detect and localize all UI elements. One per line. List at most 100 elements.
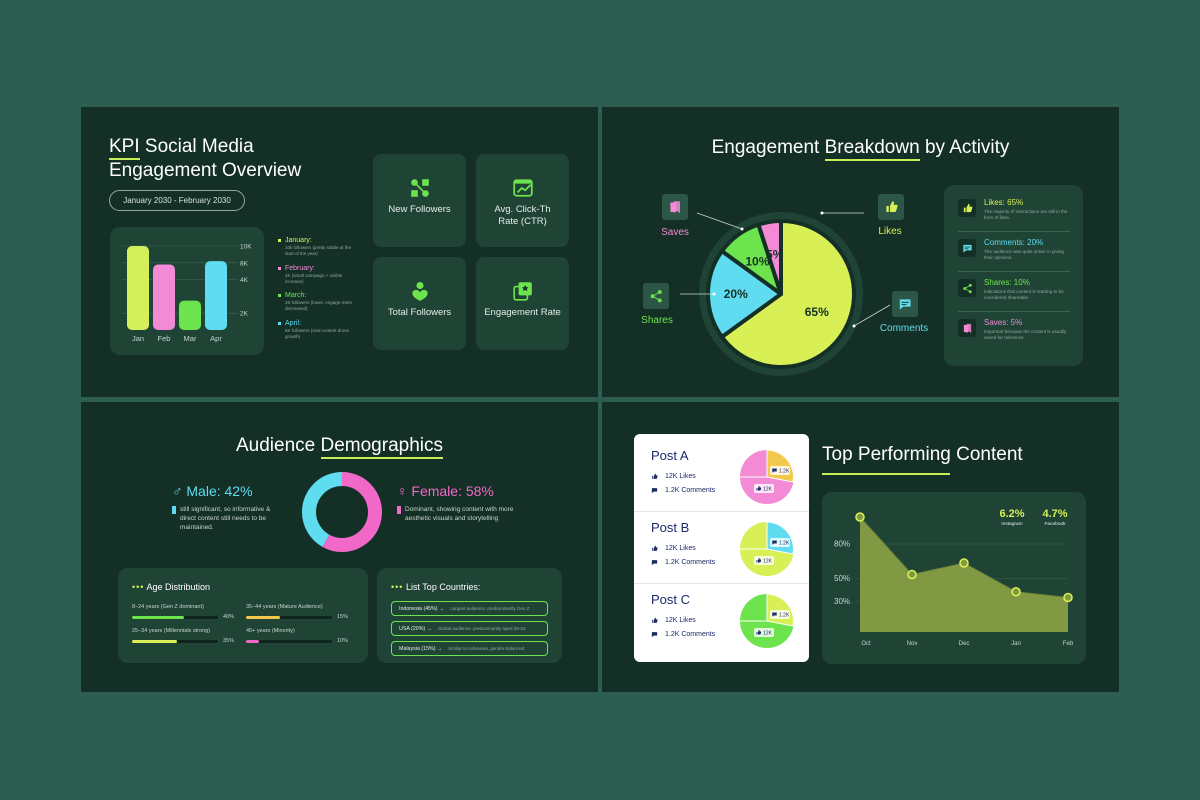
trend-chart-icon-svg bbox=[512, 179, 533, 197]
post-likes: 12K Likes bbox=[665, 473, 696, 480]
male-stat: ♂ Male: 42% still significant, so inform… bbox=[172, 483, 282, 532]
post-comments-row: 1.2K Comments bbox=[651, 487, 715, 494]
x-tick-label: Feb bbox=[158, 334, 171, 343]
share-icon bbox=[650, 290, 662, 303]
engagement-pie-chart: 65% 20% 10%5% Saves Likes Shares Comments bbox=[641, 194, 928, 376]
countries-title: List Top Countries: bbox=[405, 582, 481, 592]
y-tick-label: 10K bbox=[240, 244, 252, 251]
x-tick-label: Nov bbox=[907, 641, 918, 647]
demographics-title: Audience Demographics bbox=[81, 435, 598, 459]
post-item[interactable]: Post C 12K Likes 1.2K Comments 1.2K 12K bbox=[634, 586, 809, 656]
post-comments-row: 1.2K Comments bbox=[651, 559, 715, 566]
post-item[interactable]: Post B 12K Likes 1.2K Comments 1.2K 12K bbox=[634, 514, 809, 584]
y-tick-label: 4K bbox=[240, 277, 249, 284]
age-bar-row: 10% bbox=[246, 638, 352, 644]
legend-description: The audience was quite active in giving … bbox=[984, 249, 1064, 261]
age-bar-row: 35% bbox=[132, 638, 238, 644]
post-comments: 1.2K Comments bbox=[665, 487, 716, 494]
age-label: 45+ years (Minority) bbox=[246, 628, 295, 634]
mini-pie-badge: 12K bbox=[754, 556, 774, 565]
stat-value: 4.7% bbox=[1042, 508, 1067, 520]
legend-item: Shares: 10% Indications that content is s… bbox=[958, 276, 1070, 312]
area-chart-svg: 80% 50% 30% Oct Nov Dec Jan Feb 6.2%Instagram 4.7… bbox=[834, 508, 1074, 647]
bookmark-icon bbox=[670, 201, 680, 214]
trend-chart-icon bbox=[512, 177, 534, 199]
bar-chart-svg: 10K 8K 4K 2K Jan Feb Mar Apr bbox=[122, 244, 252, 343]
comment-icon bbox=[772, 540, 777, 545]
country-row[interactable]: Malaysia (15%) → Similar to Indonesia, ge… bbox=[391, 641, 548, 656]
top-content-title: Top Performing Content bbox=[822, 444, 1023, 465]
note-month: March: bbox=[285, 292, 307, 300]
kpi-panel: KPI Social Media Engagement Overview Jan… bbox=[81, 107, 598, 397]
female-stat: ♀ Female: 58% Dominant, showing content … bbox=[397, 483, 517, 523]
kpi-tile-star-photo[interactable]: Engagement Rate bbox=[476, 257, 569, 350]
mini-pie-badge: 1.2K bbox=[770, 538, 790, 547]
age-pct: 40% bbox=[223, 614, 235, 620]
age-bar-row: 15% bbox=[246, 614, 352, 620]
comment-icon bbox=[772, 468, 777, 473]
post-likes-row: 12K Likes bbox=[651, 617, 696, 624]
network-icon-svg bbox=[410, 179, 429, 197]
stat-label: Instagram bbox=[1001, 521, 1022, 527]
kpi-tile-label: Engagement Rate bbox=[484, 307, 561, 318]
post-comments-row: 1.2K Comments bbox=[651, 631, 715, 638]
callout-line bbox=[696, 212, 743, 230]
thumbs-up-icon bbox=[652, 617, 658, 623]
callout-label-shares: Shares bbox=[641, 315, 673, 326]
kpi-tile-trend-chart[interactable]: Avg. Click-Th Rate (CTR) bbox=[476, 154, 569, 247]
data-point-feb bbox=[1063, 592, 1073, 603]
age-row: 8–24 years (Gen Z dominant) 40% bbox=[132, 604, 238, 620]
y-tick-label: 50% bbox=[834, 574, 850, 583]
note-month-row: February: bbox=[278, 265, 358, 272]
post-comments: 1.2K Comments bbox=[665, 559, 716, 566]
age-bar-track bbox=[132, 639, 218, 643]
note-month-row: March: bbox=[278, 292, 358, 299]
comment-icon bbox=[651, 632, 658, 638]
age-distribution-card: ••• Age Distribution 8–24 years (Gen Z d… bbox=[118, 568, 368, 663]
mini-pie-badge: 12K bbox=[754, 484, 774, 493]
age-bar-fill bbox=[132, 615, 184, 619]
kpi-tile-user-heart[interactable]: Total Followers bbox=[373, 257, 466, 350]
posts-card: Post A 12K Likes 1.2K Comments 1.2K 12K Post … bbox=[634, 434, 809, 662]
star-photo-icon-svg bbox=[512, 282, 532, 301]
star-photo-icon bbox=[512, 280, 534, 302]
user-heart-icon bbox=[409, 280, 431, 302]
note-month: February: bbox=[285, 264, 315, 272]
note-month: January: bbox=[285, 237, 312, 244]
data-point-oct bbox=[855, 512, 865, 522]
y-tick-label: 8K bbox=[240, 260, 249, 267]
slice-label: 5% bbox=[766, 247, 784, 261]
post-item[interactable]: Post A 12K Likes 1.2K Comments 1.2K 12K bbox=[634, 442, 809, 512]
x-tick-label: Jan bbox=[1011, 641, 1021, 647]
bar-mar bbox=[179, 300, 201, 330]
note-marker bbox=[278, 294, 281, 298]
bar-feb bbox=[153, 264, 175, 330]
data-point-dec bbox=[959, 558, 969, 568]
followers-bar-chart: 10K 8K 4K 2K Jan Feb Mar Apr bbox=[110, 227, 264, 355]
monthly-notes: January: 10k followers (pretty stable at … bbox=[278, 237, 358, 347]
date-range-pill[interactable]: January 2030 - February 2030 bbox=[109, 190, 245, 211]
breakdown-title: Engagement Breakdown by Activity bbox=[602, 137, 1119, 161]
bar-apr bbox=[205, 261, 227, 330]
post-comments: 1.2K Comments bbox=[665, 631, 716, 638]
kpi-tile-network[interactable]: New Followers bbox=[373, 154, 466, 247]
thumbs-up-icon bbox=[756, 486, 762, 491]
age-row: 35–44 years (Mature Audience) 15% bbox=[246, 604, 352, 620]
legend-item: Saves: 5% Important because the content i… bbox=[958, 316, 1070, 352]
age-bar-fill bbox=[246, 639, 259, 643]
legend-title: Shares: 10% bbox=[984, 278, 1030, 287]
country-label: Malaysia (15%) → bbox=[399, 645, 443, 652]
note-text: 8K followers (viral content drove growth… bbox=[285, 327, 350, 340]
bookmark-icon bbox=[963, 323, 971, 333]
slice-label: 20% bbox=[724, 287, 748, 301]
country-row[interactable]: Indonesia (45%) → Largest audience, predo… bbox=[391, 601, 548, 616]
country-row[interactable]: USA (20%) → Global audience, predominantl… bbox=[391, 621, 548, 636]
y-tick-label: 80% bbox=[834, 540, 850, 549]
callout-line bbox=[853, 304, 891, 327]
breakdown-panel: Engagement Breakdown by Activity 65% 20% 1… bbox=[602, 107, 1119, 397]
kpi-tile-label: Avg. Click-Th Rate (CTR) bbox=[494, 204, 551, 227]
mini-pie-badge: 1.2K bbox=[770, 466, 790, 475]
age-label: 25–34 years (Millennials strong) bbox=[132, 628, 210, 634]
male-marker bbox=[172, 506, 176, 514]
thumbs-up-icon bbox=[963, 203, 972, 212]
